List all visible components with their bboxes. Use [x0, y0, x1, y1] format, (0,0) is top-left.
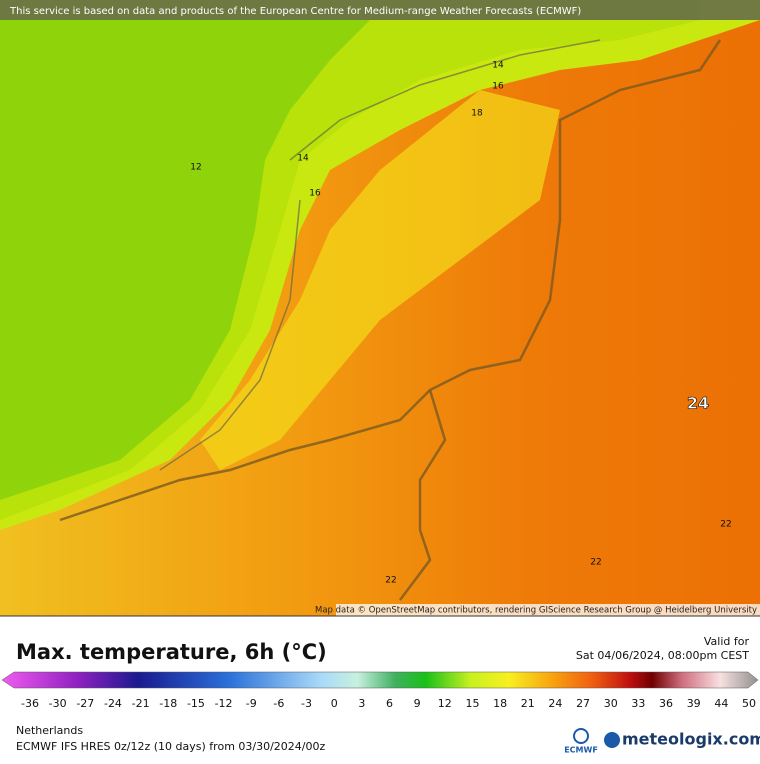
contour-label: 16: [492, 82, 504, 92]
map-attribution: Map data © OpenStreetMap contributors, r…: [315, 606, 757, 616]
region: Netherlands: [16, 724, 83, 737]
colorbar-tick-label: -6: [273, 697, 284, 710]
colorbar-tick-label: -30: [49, 697, 67, 710]
colorbar-tick-label: -24: [104, 697, 122, 710]
colorbar-tick-label: -18: [159, 697, 177, 710]
site-logo[interactable]: meteologix.com: [622, 730, 760, 749]
colorbar-tick-label: -36: [21, 697, 39, 710]
contour-label: 14: [297, 154, 309, 164]
colorbar-tick-label: 3: [358, 697, 365, 710]
notice-bar: [0, 0, 760, 20]
colorbar-tick-label: 9: [414, 697, 421, 710]
contour-label: 22: [385, 576, 396, 586]
valid-time: Sat 04/06/2024, 08:00pm CEST: [576, 649, 749, 662]
colorbar-tick-label: 21: [521, 697, 535, 710]
colorbar-tick-label: -21: [132, 697, 150, 710]
colorbar-tick-label: 30: [604, 697, 618, 710]
notice: This service is based on data and produc…: [9, 6, 581, 17]
contour-label: 12: [190, 163, 201, 173]
valid-label: Valid for: [704, 635, 750, 648]
ecmwf-logo: ECMWF: [564, 746, 598, 755]
title: Max. temperature, 6h (°C): [16, 640, 327, 664]
colorbar-tick-label: 27: [576, 697, 590, 710]
colorbar-tick-label: 15: [465, 697, 479, 710]
sea: [0, 20, 370, 500]
warm-band: [200, 90, 560, 470]
contour-label: 16: [309, 189, 321, 199]
ecmwf-icon: [573, 728, 589, 744]
contour-label: 22: [720, 520, 731, 530]
contour-label: 14: [492, 61, 504, 71]
contour-label: 18: [471, 109, 483, 119]
model-info: ECMWF IFS HRES 0z/12z (10 days) from 03/…: [16, 740, 326, 753]
colorbar-tick-label: -27: [76, 697, 94, 710]
colorbar-tick-label: 18: [493, 697, 507, 710]
contour-label: 22: [590, 558, 601, 568]
colorbar-tick-label: -15: [187, 697, 205, 710]
colorbar-tick-label: -12: [215, 697, 233, 710]
coastline: [159, 39, 601, 471]
colorbar-tick-label: -3: [301, 697, 312, 710]
colorbar-tick-label: 12: [438, 697, 452, 710]
colorbar-tick-label: -9: [246, 697, 257, 710]
colorbar-tick-label: 0: [331, 697, 338, 710]
border: [59, 39, 722, 522]
colorbar-tick-label: 44: [714, 697, 728, 710]
colorbar-tick-label: 33: [631, 697, 645, 710]
colorbar-tick-label: 6: [386, 697, 393, 710]
border: [399, 389, 447, 601]
colorbar-tick-label: 50: [742, 697, 756, 710]
colorbar-tick-label: 36: [659, 697, 673, 710]
colorbar-tick-label: 24: [548, 697, 562, 710]
contour-label: 24: [687, 394, 709, 413]
site-icon: [604, 732, 620, 748]
colorbar-tick-label: 39: [687, 697, 701, 710]
colorbar: [1, 671, 759, 689]
attribution-bg: [336, 604, 760, 616]
